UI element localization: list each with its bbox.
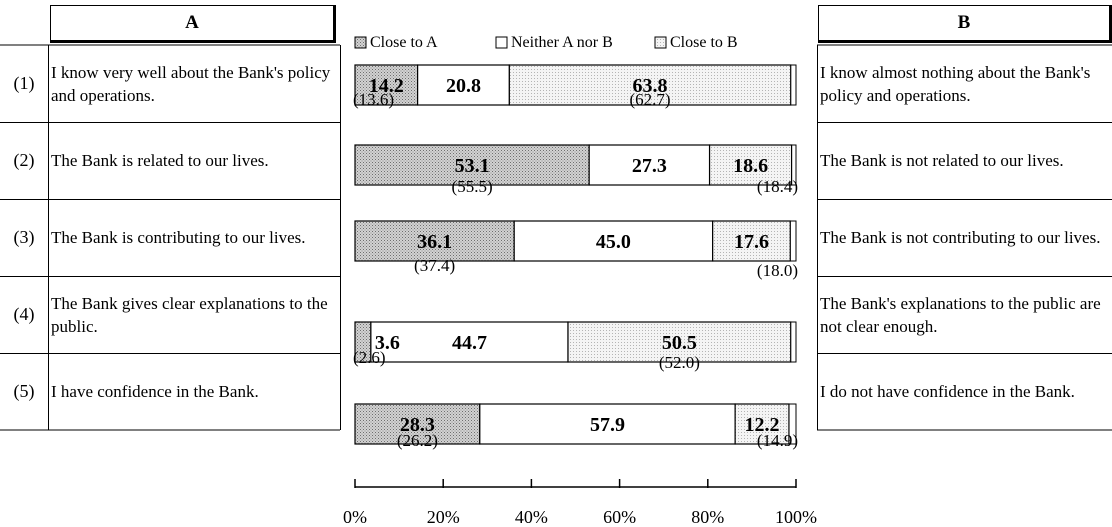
statement-b-text: The Bank's explanations to the public ar… (820, 293, 1101, 336)
statement-a: The Bank gives clear explanations to the… (48, 276, 340, 353)
x-tick-label: 40% (515, 507, 548, 527)
previous-value-label: (52.0) (659, 353, 700, 372)
bar-outline (354, 321, 797, 363)
bar-outline (354, 220, 797, 262)
previous-value-label: (18.4) (757, 177, 798, 196)
legend-label: Neither A nor B (511, 34, 613, 51)
row-number: (3) (13, 227, 35, 247)
previous-value-label: (13.6) (353, 90, 394, 109)
data-label: 18.6 (733, 155, 768, 177)
statement-a-text: The Bank gives clear explanations to the… (51, 293, 328, 336)
statement-b: I do not have confidence in the Bank. (817, 353, 1112, 430)
bar-segment (354, 220, 515, 262)
previous-value-label: (62.7) (629, 90, 670, 109)
data-label: 57.9 (590, 414, 625, 436)
bar-segment (734, 403, 790, 445)
row-number: (2) (13, 150, 35, 170)
data-label: 17.6 (734, 231, 769, 253)
statement-b: The Bank is not related to our lives. (817, 122, 1112, 199)
previous-value-label: (2.6) (353, 348, 386, 367)
bar-outline (354, 64, 797, 106)
data-label: 44.7 (452, 332, 487, 354)
statement-a: I have confidence in the Bank. (48, 353, 340, 430)
x-tick-label: 0% (343, 507, 367, 527)
column-a-header: A (50, 5, 336, 43)
x-tick-label: 100% (775, 507, 817, 527)
bar-segment (712, 220, 791, 262)
statement-b: I know almost nothing about the Bank's p… (817, 45, 1112, 122)
statement-b-text: I know almost nothing about the Bank's p… (820, 62, 1091, 105)
statement-b-text: The Bank is not contributing to our live… (820, 228, 1101, 247)
statement-b: The Bank is not contributing to our live… (817, 199, 1112, 276)
row-number: (4) (13, 304, 35, 324)
bar-outline (354, 403, 797, 445)
statement-a-text: The Bank is contributing to our lives. (51, 228, 306, 247)
statement-b-text: I do not have confidence in the Bank. (820, 382, 1075, 401)
statement-b-text: The Bank is not related to our lives. (820, 151, 1064, 170)
bar-segment (508, 64, 792, 106)
data-label: 63.8 (633, 75, 668, 97)
bar-segment (588, 144, 711, 186)
bar-segment (479, 403, 736, 445)
data-label: 27.3 (632, 155, 667, 177)
bar-segment (513, 220, 714, 262)
statement-a-text: The Bank is related to our lives. (51, 151, 269, 170)
data-label: 20.8 (446, 75, 481, 97)
bar-segment (708, 144, 793, 186)
bar-outline (354, 144, 797, 186)
legend-swatch (495, 36, 508, 49)
bar-segment (417, 64, 510, 106)
row-number: (1) (13, 73, 35, 93)
previous-value-label: (18.0) (757, 261, 798, 280)
statement-a: The Bank is contributing to our lives. (48, 199, 340, 276)
x-tick-label: 80% (691, 507, 724, 527)
statement-a-text: I have confidence in the Bank. (51, 382, 259, 401)
data-label: 36.1 (417, 231, 452, 253)
previous-value-label: (26.2) (397, 431, 438, 450)
x-tick-label: 20% (427, 507, 460, 527)
statement-a-text: I know very well about the Bank's policy… (51, 62, 331, 105)
legend-swatch (654, 36, 667, 49)
data-label: 28.3 (400, 414, 435, 436)
bar-segment (567, 321, 792, 363)
data-label: 53.1 (455, 155, 490, 177)
legend-label: Close to B (670, 34, 738, 51)
data-label: 50.5 (662, 332, 697, 354)
data-label: 3.6 (375, 332, 400, 354)
statement-b: The Bank's explanations to the public ar… (817, 276, 1112, 353)
data-label: 12.2 (745, 414, 780, 436)
x-tick-label: 60% (603, 507, 636, 527)
data-label: 45.0 (596, 231, 631, 253)
legend-swatch (354, 36, 367, 49)
previous-value-label: (55.5) (452, 177, 493, 196)
legend-label: Close to A (370, 34, 438, 51)
data-label: 14.2 (369, 75, 404, 97)
statement-a: I know very well about the Bank's policy… (48, 45, 340, 122)
previous-value-label: (37.4) (414, 256, 455, 275)
column-b-header: B (818, 5, 1112, 43)
previous-value-label: (14.9) (757, 431, 798, 450)
statement-a: The Bank is related to our lives. (48, 122, 340, 199)
row-number: (5) (13, 381, 35, 401)
